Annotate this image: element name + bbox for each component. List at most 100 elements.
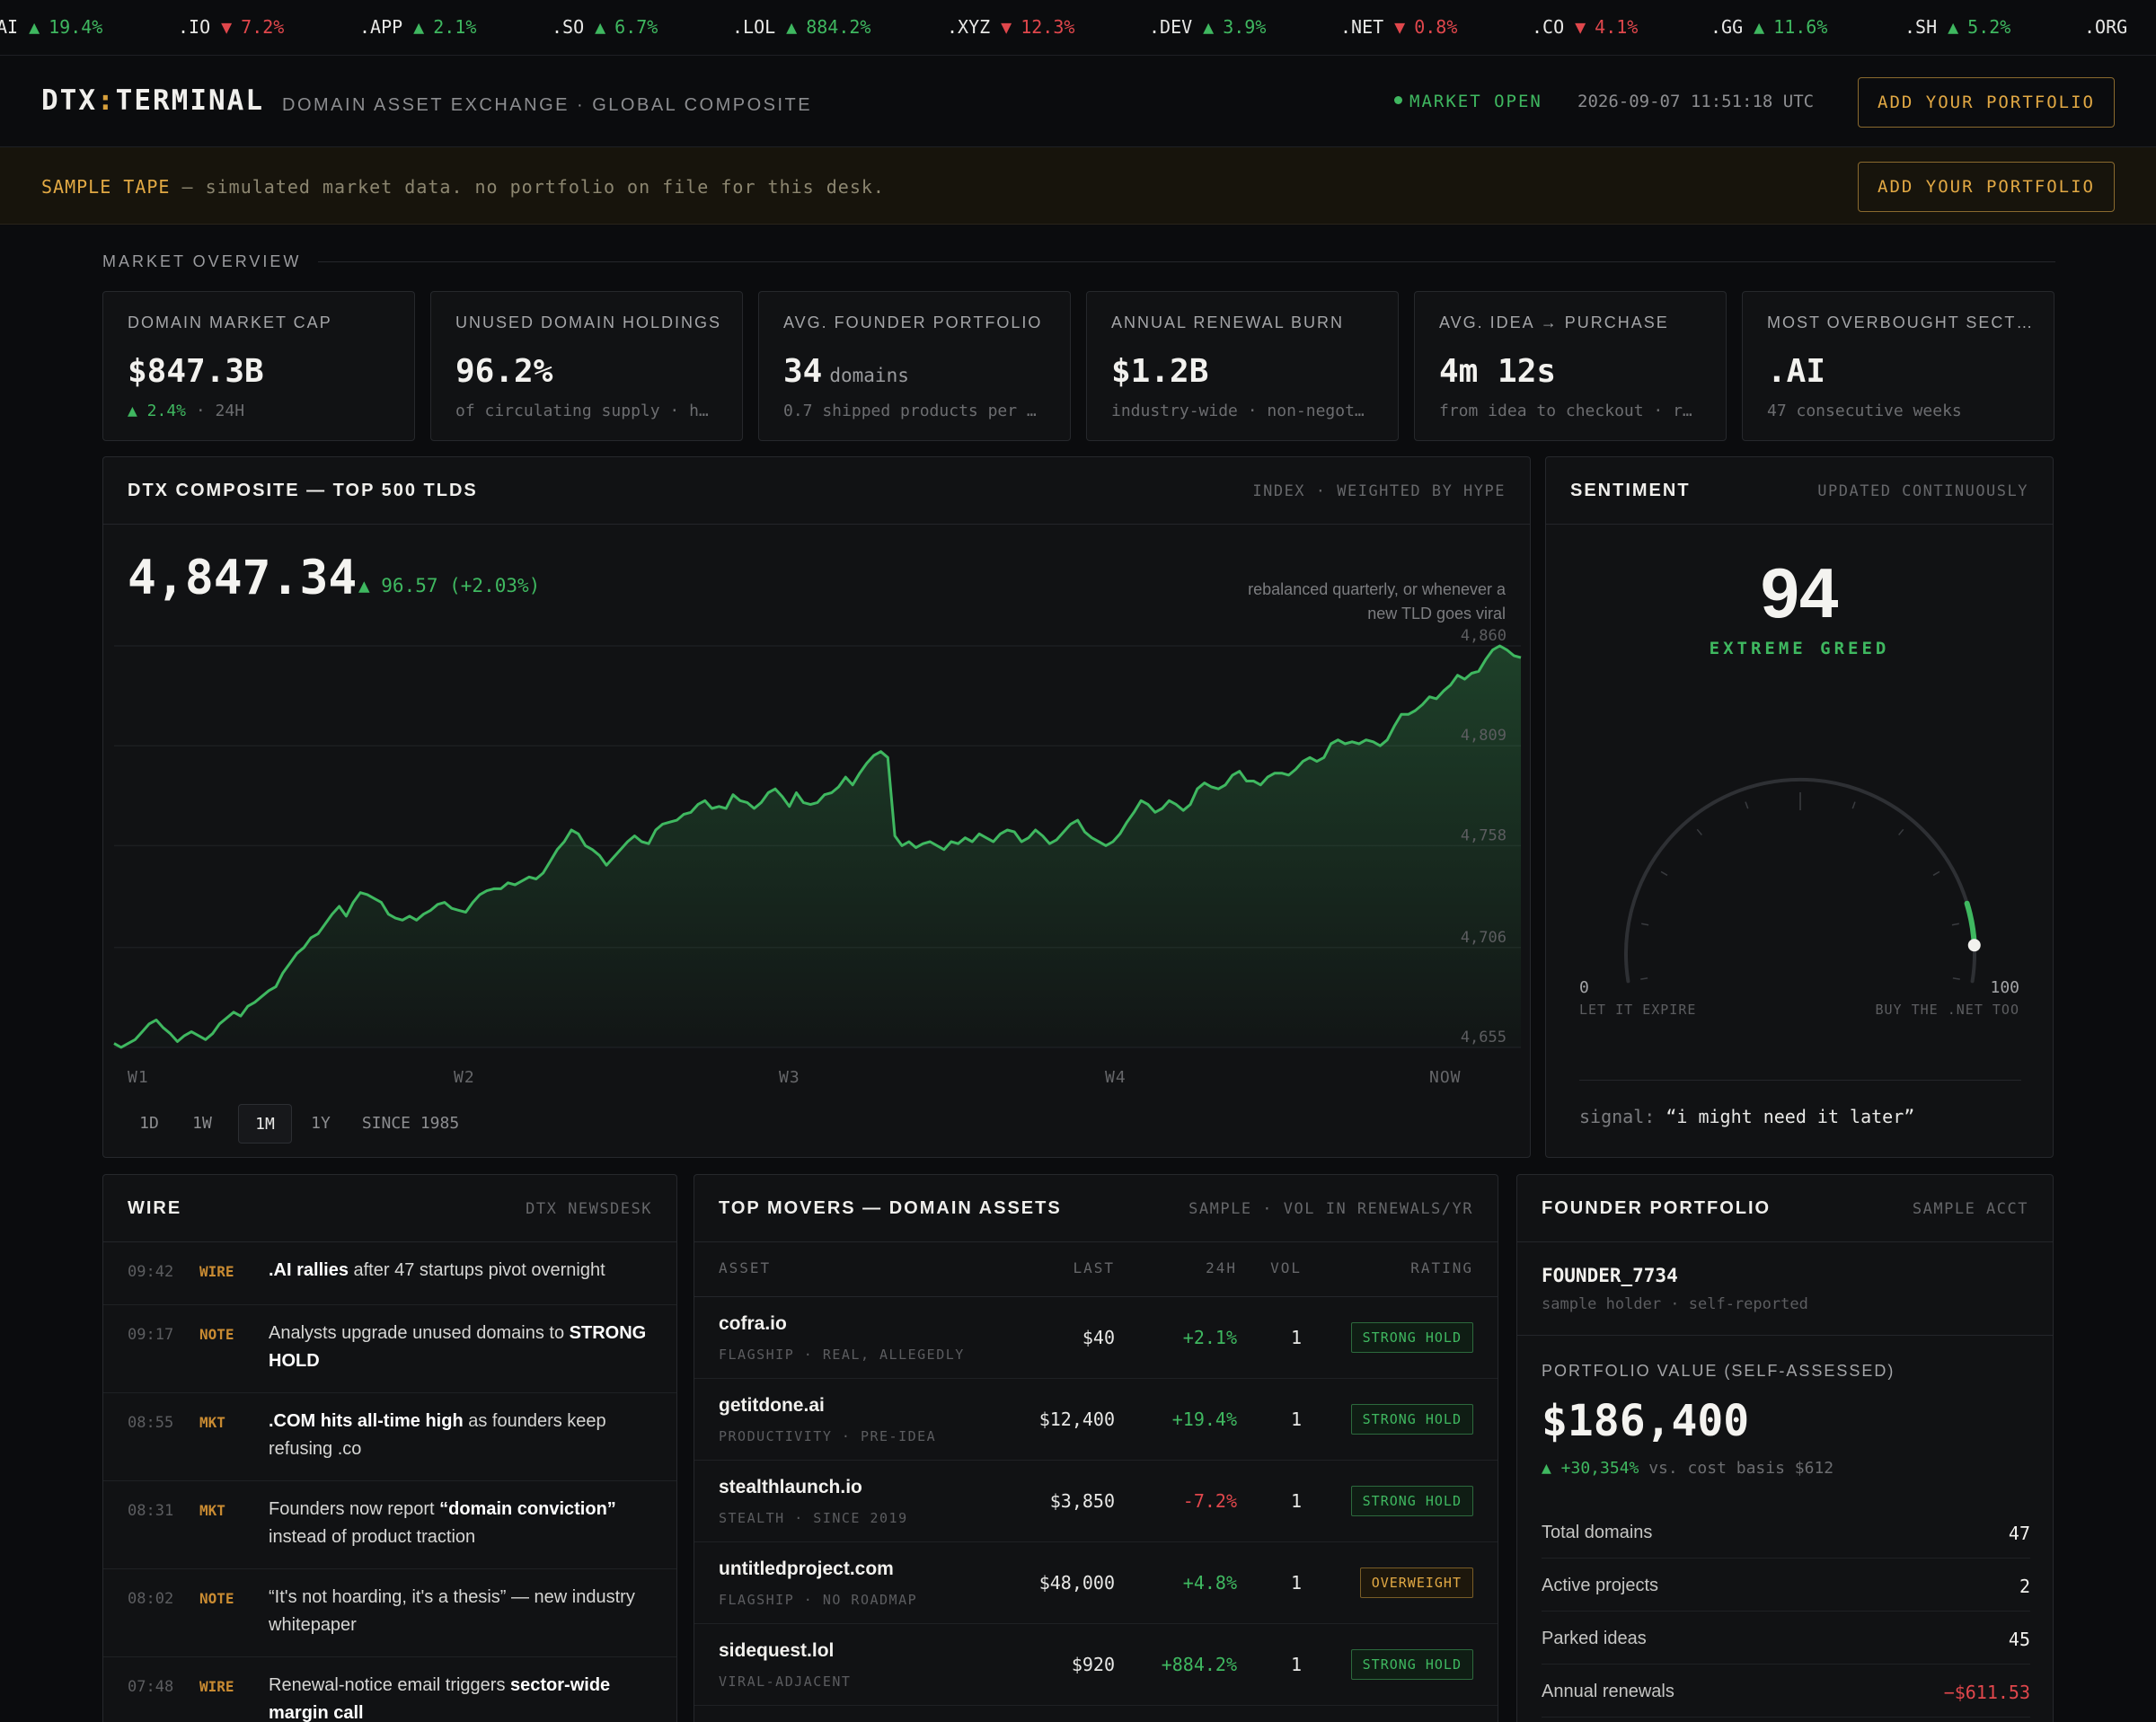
range-button-1d[interactable]: 1D: [139, 1114, 159, 1133]
chart-area: [114, 646, 1521, 1047]
wire-item[interactable]: 09:42 WIRE .AI rallies after 47 startups p…: [103, 1242, 676, 1305]
arrow-down-icon: ▼: [1394, 16, 1406, 38]
section-divider: [318, 261, 2055, 262]
ticker-symbol: .CO: [1532, 16, 1565, 38]
stat-label: AVG. IDEA → PURCHASE: [1439, 313, 1669, 331]
col-header-asset: ASSET: [719, 1259, 772, 1276]
gauge-fill: [1964, 900, 1977, 949]
market-status: MARKET OPEN: [1394, 92, 1542, 111]
ticker-change: 0.8%: [1414, 16, 1458, 38]
stat-value-number: .AI: [1767, 353, 1826, 390]
wire-item[interactable]: 07:48 WIRE Renewal-notice email triggers s…: [103, 1657, 676, 1722]
asset-last: $12,400: [1038, 1409, 1115, 1430]
wire-text-rest: after 47 startups pivot overnight: [348, 1260, 605, 1280]
wire-headline: “It's not hoarding, it's a thesis” — new…: [269, 1584, 655, 1639]
mover-row[interactable]: sidequest.lol VIRAL-ADJACENT $920 +884.2% 1 S…: [694, 1624, 1498, 1706]
range-button-since-1985[interactable]: SINCE 1985: [361, 1114, 460, 1133]
table-header-divider: [694, 1296, 1498, 1297]
ticker-item[interactable]: .ORG: [2084, 16, 2127, 38]
stat-value: $1.2B: [1111, 353, 1208, 390]
ticker-item[interactable]: .APP ▲ 2.1%: [359, 16, 476, 38]
ticker-item[interactable]: .IO ▼ 7.2%: [178, 16, 284, 38]
ticker-item[interactable]: .NET ▼ 0.8%: [1340, 16, 1457, 38]
ticker-item[interactable]: .SH ▲ 5.2%: [1904, 16, 2010, 38]
gauge-tick: [1641, 923, 1649, 926]
stat-card: DOMAIN MARKET CAP $847.3B ▲ 2.4% · 24H: [102, 291, 415, 441]
ticker-item[interactable]: .LOL ▲ 884.2%: [732, 16, 870, 38]
index-change: ▲ 96.57 (+2.03%): [358, 575, 541, 596]
range-button-1w[interactable]: 1W: [192, 1114, 212, 1133]
ticker-change: 7.2%: [241, 16, 285, 38]
stat-sub: industry-wide · non-negot…: [1111, 402, 1379, 420]
mover-row[interactable]: untitledproject.com FLAGSHIP · NO ROADMAP…: [694, 1542, 1498, 1624]
mover-row[interactable]: getitdone.ai PRODUCTIVITY · PRE-IDEA $12,4…: [694, 1379, 1498, 1461]
stat-card: UNUSED DOMAIN HOLDINGS 96.2% of circulatin…: [430, 291, 743, 441]
ticker-symbol: .GG: [1710, 16, 1744, 38]
portfolio-row-label: Total domains: [1542, 1523, 1653, 1542]
asset-name[interactable]: sidequest.lol: [719, 1640, 835, 1661]
wire-tag: MKT: [199, 1414, 225, 1431]
wire-time: 09:17: [128, 1326, 174, 1344]
portfolio-row: Parked ideas 45: [1542, 1612, 2030, 1665]
gauge-tick: [1952, 977, 1960, 980]
y-tick-label: 4,655: [1461, 1029, 1507, 1046]
mover-row[interactable]: cofra.io FLAGSHIP · REAL, ALLEGEDLY $40 +2.…: [694, 1297, 1498, 1379]
wire-item[interactable]: 08:31 MKT Founders now report “domain conv…: [103, 1481, 676, 1569]
signal-value: “i might need it later”: [1666, 1106, 1915, 1127]
wire-item[interactable]: 08:02 NOTE “It's not hoarding, it's a thes…: [103, 1569, 676, 1657]
ticker-item[interactable]: .SO ▲ 6.7%: [552, 16, 658, 38]
y-tick-label: 4,706: [1461, 929, 1507, 947]
logo[interactable]: DTX:TERMINAL: [41, 84, 264, 117]
range-button-1m[interactable]: 1M: [238, 1104, 292, 1144]
arrow-up-icon: ▲: [786, 16, 798, 38]
asset-name[interactable]: getitdone.ai: [719, 1395, 825, 1416]
gauge-min-label: LET IT EXPIRE: [1579, 1002, 1697, 1018]
wire-tag: WIRE: [199, 1263, 234, 1280]
asset-name[interactable]: untitledproject.com: [719, 1559, 894, 1579]
ticker-item[interactable]: AI ▲ 19.4%: [0, 16, 102, 38]
wire-text-pre: Renewal-notice email triggers: [269, 1675, 511, 1695]
wire-item[interactable]: 09:17 NOTE Analysts upgrade unused domains…: [103, 1305, 676, 1393]
stat-value-number: 4m 12s: [1439, 353, 1557, 390]
ticker-item[interactable]: .CO ▼ 4.1%: [1532, 16, 1638, 38]
range-button-1y[interactable]: 1Y: [311, 1114, 331, 1133]
ticker-change: 11.6%: [1773, 16, 1828, 38]
ticker-symbol: .SH: [1904, 16, 1938, 38]
composite-chart-panel: 4,860 4,809 4,758 4,706 4,655 W1 W2 W3 W4 NOW DTX…: [102, 456, 1531, 1158]
ticker-symbol: .LOL: [732, 16, 776, 38]
ticker-symbol: .ORG: [2084, 16, 2128, 38]
portfolio-row: Total domains 47: [1542, 1506, 2030, 1559]
banner-message: — simulated market data. no portfolio on…: [170, 176, 885, 198]
add-portfolio-button[interactable]: ADD YOUR PORTFOLIO: [1858, 77, 2115, 128]
arrow-down-icon: ▼: [1001, 16, 1012, 38]
chart-line: [113, 644, 1522, 1049]
banner-add-portfolio-button[interactable]: ADD YOUR PORTFOLIO: [1858, 162, 2115, 212]
sentiment-meta: UPDATED CONTINUOUSLY: [1817, 482, 2028, 500]
gauge-track: [1624, 777, 1976, 984]
stat-label: MOST OVERBOUGHT SECT…: [1767, 313, 2035, 331]
asset-name[interactable]: stealthlaunch.io: [719, 1477, 862, 1497]
asset-name[interactable]: cofra.io: [719, 1313, 787, 1334]
col-header-last: LAST: [1073, 1259, 1115, 1276]
wire-text-bold: “domain conviction”: [439, 1499, 616, 1519]
wire-text-bold: .AI rallies: [269, 1260, 349, 1280]
gauge-max-label: BUY THE .NET TOO: [1875, 1002, 2019, 1018]
wire-text-rest: as founders keep refusing .co: [269, 1411, 606, 1459]
wire-text-rest: instead of product traction: [269, 1527, 476, 1547]
mover-row[interactable]: stealthlaunch.io STEALTH · SINCE 2019 $3,8…: [694, 1461, 1498, 1542]
stat-card: AVG. IDEA → PURCHASE 4m 12s from idea to c…: [1414, 291, 1727, 441]
stat-card: MOST OVERBOUGHT SECT… .AI 47 consecutive w…: [1742, 291, 2054, 441]
panel-divider: [1517, 1335, 2053, 1336]
arrow-up-icon: ▲: [1754, 16, 1765, 38]
ticker-change: 6.7%: [614, 16, 658, 38]
wire-text-pre: Founders now report: [269, 1499, 440, 1519]
portfolio-value: $186,400: [1542, 1396, 1750, 1446]
wire-time: 08:31: [128, 1502, 174, 1520]
ticker-item[interactable]: .XYZ ▼ 12.3%: [947, 16, 1074, 38]
arrow-up-icon: ▲: [595, 16, 606, 38]
wire-item[interactable]: 08:55 MKT .COM hits all-time high as found…: [103, 1393, 676, 1481]
ticker-item[interactable]: .DEV ▲ 3.9%: [1149, 16, 1266, 38]
sentiment-title: SENTIMENT: [1570, 481, 1691, 500]
x-tick-label: NOW: [1429, 1068, 1462, 1087]
ticker-item[interactable]: .GG ▲ 11.6%: [1710, 16, 1827, 38]
